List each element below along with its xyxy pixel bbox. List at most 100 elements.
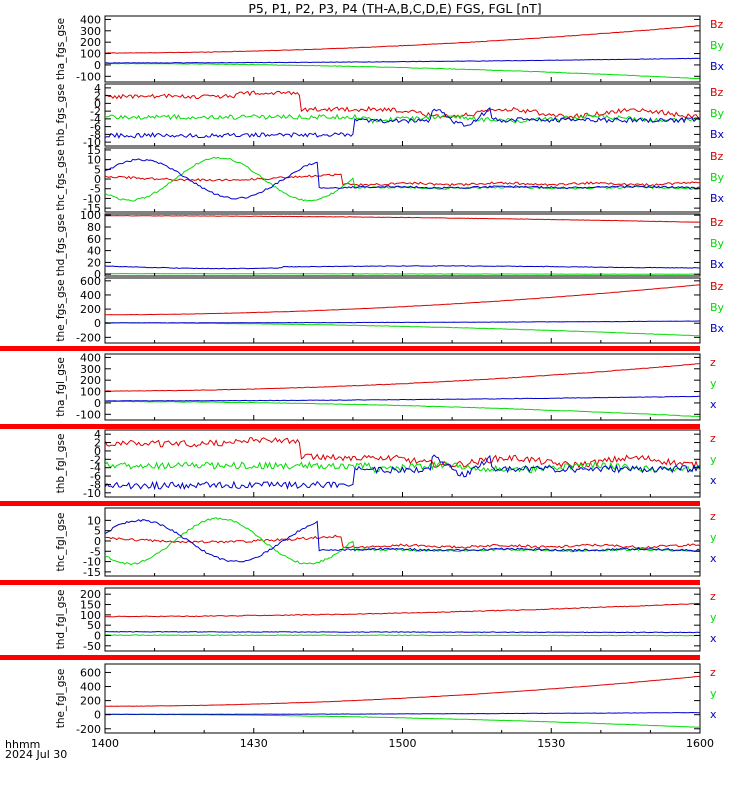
legend-bx: Bx — [710, 258, 725, 271]
y-tick-label: 200 — [80, 588, 101, 601]
flag-bar — [0, 424, 700, 429]
series-line-x — [104, 519, 701, 563]
panel-frame — [104, 15, 701, 83]
legend-x: x — [710, 474, 717, 487]
y-axis-label: the_fgl_gse — [55, 669, 67, 729]
y-tick-label: 2 — [94, 437, 101, 450]
time-axis-label: hhmm — [5, 738, 41, 751]
series-line-y — [104, 460, 701, 474]
y-tick-label: 400 — [80, 351, 101, 364]
y-tick-label: -100 — [76, 408, 101, 421]
legend-bz: Bz — [710, 216, 724, 229]
legend-y: y — [710, 453, 717, 466]
panel-frame — [104, 587, 701, 652]
series-line-x — [104, 711, 700, 716]
y-tick-label: 150 — [80, 599, 101, 612]
flag-bar — [0, 580, 700, 585]
series-line-bz — [104, 90, 701, 120]
y-tick-label: -200 — [76, 331, 101, 344]
legend-bz: Bz — [710, 86, 724, 99]
date-label: 2024 Jul 30 — [5, 748, 68, 761]
x-tick-label: 1600 — [686, 737, 714, 750]
series-line-z — [104, 437, 701, 470]
y-tick-label: -10 — [83, 192, 101, 205]
y-tick-label: 0 — [94, 630, 101, 643]
y-tick-label: 0 — [94, 59, 101, 72]
y-tick-label: 300 — [80, 25, 101, 38]
legend-y: y — [710, 531, 717, 544]
x-tick-label: 1430 — [240, 737, 268, 750]
legend-x: x — [710, 398, 717, 411]
legend-z: z — [710, 356, 716, 369]
y-tick-label: 0 — [94, 445, 101, 458]
series-line-bx — [104, 158, 701, 200]
series-line-x — [104, 454, 701, 491]
panel-frame — [104, 353, 701, 421]
y-tick-label: 0 — [94, 317, 101, 330]
y-axis-label: thb_fgl_gse — [55, 434, 67, 494]
legend-by: By — [710, 301, 725, 314]
y-tick-label: -50 — [83, 640, 101, 653]
series-line-bz — [104, 25, 701, 54]
y-tick-label: 200 — [80, 374, 101, 387]
y-tick-label: 200 — [80, 36, 101, 49]
legend-y: y — [710, 611, 717, 624]
y-tick-label: 20 — [87, 256, 101, 269]
series-line-y — [104, 400, 701, 418]
x-tick-label: 1400 — [91, 737, 119, 750]
y-tick-label: -15 — [83, 566, 101, 579]
y-tick-label: 5 — [94, 525, 101, 538]
y-tick-label: -6 — [90, 470, 101, 483]
series-line-y — [104, 634, 700, 637]
y-tick-label: 100 — [80, 48, 101, 61]
y-tick-label: -15 — [83, 202, 101, 215]
y-tick-label: 15 — [87, 144, 101, 157]
legend-z: z — [710, 432, 716, 445]
series-line-z — [104, 534, 701, 549]
legend-bx: Bx — [710, 128, 725, 141]
y-tick-label: -8 — [90, 128, 101, 141]
y-tick-label: 10 — [87, 514, 101, 527]
series-line-bx — [104, 265, 700, 270]
y-axis-label: tha_fgl_gse — [55, 357, 67, 417]
y-tick-label: 0 — [94, 535, 101, 548]
y-tick-label: -2 — [90, 453, 101, 466]
legend-z: z — [710, 590, 716, 603]
flag-bar — [0, 655, 700, 660]
flag-bar — [0, 501, 700, 506]
y-axis-label: thc_fgl_gse — [55, 513, 67, 572]
legend-by: By — [710, 171, 725, 184]
series-line-by — [104, 62, 701, 80]
y-tick-label: 40 — [87, 245, 101, 258]
legend-by: By — [710, 107, 725, 120]
y-tick-label: -4 — [90, 462, 101, 475]
y-tick-label: 100 — [80, 386, 101, 399]
y-tick-label: 0 — [94, 97, 101, 110]
legend-bx: Bx — [710, 322, 725, 335]
legend-by: By — [710, 39, 725, 52]
series-line-bz — [104, 173, 701, 187]
y-tick-label: -100 — [76, 70, 101, 83]
series-line-x — [104, 395, 700, 402]
series-line-z — [104, 363, 701, 392]
legend-z: z — [710, 510, 716, 523]
y-tick-label: 600 — [80, 666, 101, 679]
panel-frame — [104, 507, 701, 577]
legend-bz: Bz — [710, 280, 724, 293]
y-tick-label: 100 — [80, 209, 101, 222]
y-tick-label: 5 — [94, 163, 101, 176]
y-tick-label: 0 — [94, 173, 101, 186]
y-tick-label: -5 — [90, 545, 101, 558]
legend-x: x — [710, 552, 717, 565]
legend-bz: Bz — [710, 150, 724, 163]
series-line-z — [104, 602, 701, 618]
y-tick-label: 100 — [80, 609, 101, 622]
x-tick-label: 1500 — [389, 737, 417, 750]
y-tick-label: 200 — [80, 303, 101, 316]
y-tick-label: 4 — [94, 82, 101, 95]
y-axis-label: thb_fgs_gse — [55, 84, 67, 146]
y-tick-label: 80 — [87, 221, 101, 234]
y-tick-label: 60 — [87, 233, 101, 246]
series-line-by — [104, 113, 701, 124]
legend-bx: Bx — [710, 60, 725, 73]
